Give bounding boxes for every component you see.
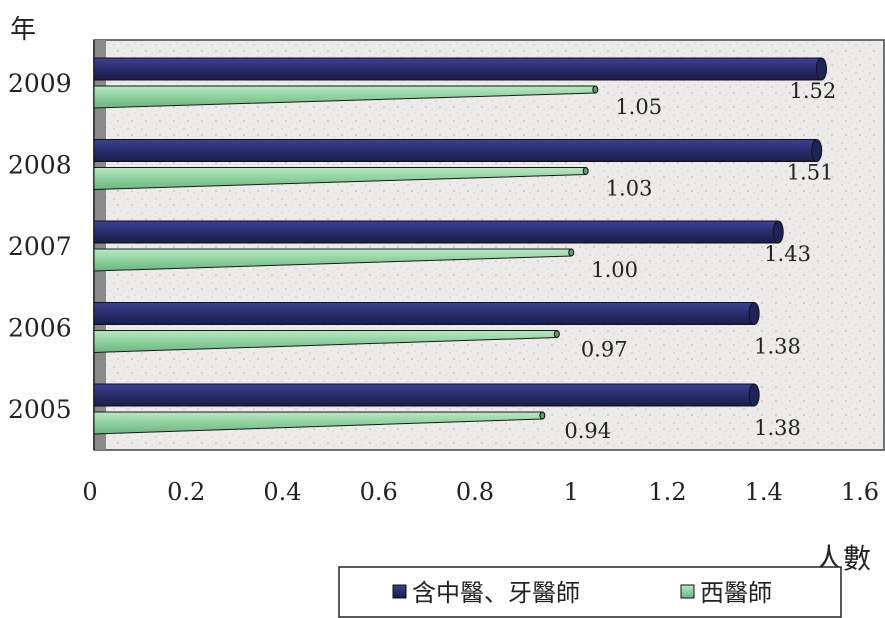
bar-series1 xyxy=(93,302,755,325)
data-label-series1: 1.38 xyxy=(754,416,801,440)
bar-series2-cap xyxy=(582,167,589,175)
data-label-series2: 0.97 xyxy=(581,338,628,362)
bar-series1 xyxy=(93,139,818,162)
data-label-series2: 0.94 xyxy=(564,419,611,443)
data-label-series1: 1.52 xyxy=(790,79,837,103)
x-tick-label: 0.6 xyxy=(360,478,398,506)
legend-label-2: 西醫師 xyxy=(700,579,772,607)
y-tick-label: 2005 xyxy=(8,395,72,424)
bar-series1-cap xyxy=(816,57,827,81)
x-tick-label: 0.2 xyxy=(167,478,205,506)
bar-series1 xyxy=(93,220,779,244)
legend-swatch-1 xyxy=(392,584,407,599)
bar-series1-cap xyxy=(748,383,760,407)
x-tick-label: 0.4 xyxy=(263,478,301,506)
bar-series2-cap xyxy=(553,330,560,338)
x-tick-label: 1.4 xyxy=(745,478,783,506)
x-tick-label: 1.6 xyxy=(841,478,879,506)
y-tick-label: 2008 xyxy=(8,151,72,180)
legend-swatch-2 xyxy=(680,584,695,599)
data-label-series2: 1.00 xyxy=(591,258,638,282)
bar-series1 xyxy=(93,383,755,407)
x-tick-label: 0.8 xyxy=(456,478,494,506)
x-tick-label: 1.2 xyxy=(648,478,686,506)
y-tick-label: 2006 xyxy=(8,314,72,343)
bar-series2-cap xyxy=(539,411,546,420)
x-tick-label: 1 xyxy=(564,478,579,506)
bar-series2-cap xyxy=(568,248,575,257)
y-axis-title: 年 xyxy=(10,15,36,45)
x-tick-label: 0 xyxy=(82,478,97,506)
bar-series1-cap xyxy=(811,139,823,162)
data-label-series1: 1.51 xyxy=(787,161,834,185)
plot-area xyxy=(93,39,885,451)
data-label-series2: 1.03 xyxy=(606,177,653,201)
bar-series1 xyxy=(93,57,822,81)
data-label-series2: 1.05 xyxy=(615,95,662,119)
y-tick-label: 2009 xyxy=(8,69,72,98)
bar-series1-cap xyxy=(772,220,784,244)
legend-box xyxy=(338,566,842,618)
data-label-series1: 1.43 xyxy=(764,242,811,266)
bar-series2-cap xyxy=(592,85,599,94)
y-tick-label: 2007 xyxy=(8,232,72,261)
legend-label-1: 含中醫、牙醫師 xyxy=(412,579,580,607)
legend: 含中醫、牙醫師 西醫師 xyxy=(338,566,842,618)
bar-series1-cap xyxy=(748,302,760,325)
data-label-series1: 1.38 xyxy=(754,335,801,359)
